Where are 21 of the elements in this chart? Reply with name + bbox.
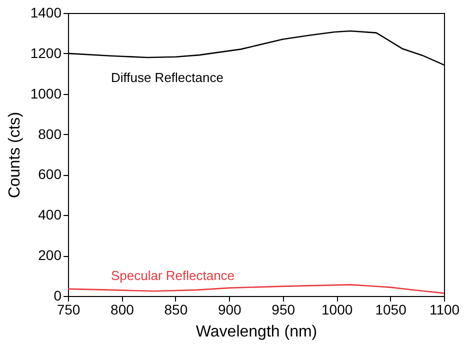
x-tick-label: 950 (272, 302, 296, 318)
x-tick-label: 750 (56, 302, 80, 318)
series-label: Specular Reflectance (110, 268, 235, 283)
y-axis-title: Counts (cts) (6, 112, 24, 198)
y-tick-label: 1000 (30, 85, 62, 102)
y-tick-label: 1200 (30, 44, 62, 61)
y-tick-label: 1400 (30, 4, 62, 20)
line-series (67, 284, 445, 294)
x-tick-label: 1050 (375, 302, 407, 318)
x-tick-label: 900 (218, 302, 242, 318)
y-tick-label: 400 (38, 206, 62, 223)
x-tick-label: 800 (110, 302, 134, 318)
x-tick-label: 1000 (321, 302, 353, 318)
y-tick-label: 800 (38, 126, 62, 142)
y-tick-label: 600 (38, 166, 62, 182)
y-tick-label: 200 (38, 247, 62, 264)
series-label: Diffuse Reflectance (110, 70, 224, 85)
x-tick-label: 1100 (429, 302, 460, 318)
y-tick-label: 0 (54, 288, 62, 304)
x-axis-title: Wavelength (nm) (196, 324, 318, 340)
x-tick-label: 850 (164, 302, 188, 318)
